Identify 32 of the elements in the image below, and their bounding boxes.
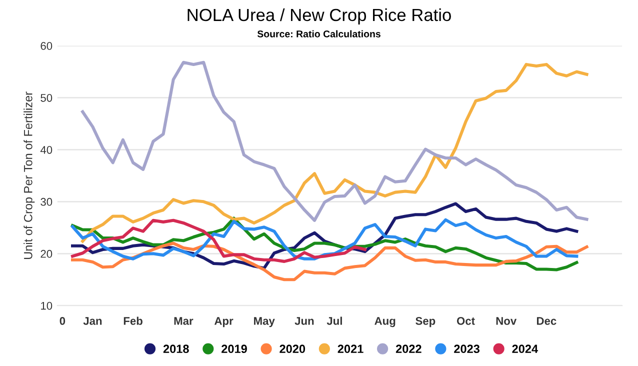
legend-label: 2020 <box>280 344 306 354</box>
y-tick-label: 30 <box>40 198 52 206</box>
x-tick-label: Mar <box>174 317 194 325</box>
x-tick-label: Feb <box>124 316 142 325</box>
x-tick-label: Aug <box>374 317 396 328</box>
line-series <box>71 218 578 260</box>
x-tick-label: Jul <box>326 316 342 325</box>
legend-label: 2021 <box>338 344 364 354</box>
x-tick-label: Apr <box>214 317 234 328</box>
legend-label: 2023 <box>454 344 480 354</box>
x-tick-label: May <box>254 317 275 328</box>
x-tick-label: Jan <box>83 317 102 325</box>
y-tick-label: 40 <box>40 146 52 154</box>
line-series <box>71 242 588 282</box>
y-axis-title: Unit of Crop Per Ton of Fertilizer <box>24 92 35 259</box>
y-tick-label: 10 <box>41 302 52 310</box>
x-tick-label: Dec <box>536 317 556 325</box>
chart-subtitle: Source: Ratio Calculations <box>257 30 380 38</box>
x-tick-label: Sep <box>416 317 436 328</box>
y-tick-label: 50 <box>40 94 52 102</box>
line-series <box>71 218 366 263</box>
legend-label: 2024 <box>512 344 538 354</box>
legend-label: 2019 <box>222 344 247 354</box>
chart-title: NOLA Urea / New Crop Rice Ratio <box>188 8 451 25</box>
y-tick-label: 60 <box>40 42 52 50</box>
x-tick-label: Nov <box>496 317 517 325</box>
x-tick-label: Oct <box>456 317 475 325</box>
x-tick-label: 0 <box>60 317 66 325</box>
legend-label: 2018 <box>163 344 189 354</box>
y-tick-label: 20 <box>40 250 52 258</box>
legend-label: 2022 <box>396 344 422 354</box>
x-tick-label: Jun <box>294 317 314 325</box>
